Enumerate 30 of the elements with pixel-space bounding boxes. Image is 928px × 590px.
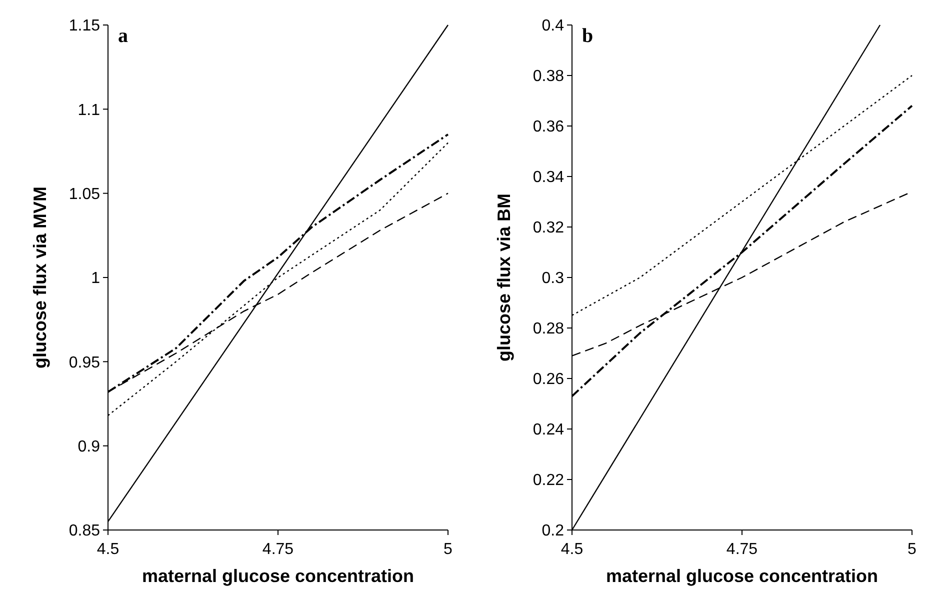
x-axis-title: maternal glucose concentration <box>142 566 414 586</box>
y-tick-label: 0.3 <box>542 270 564 288</box>
x-tick-label: 4.5 <box>96 541 120 558</box>
y-tick-label: 0.85 <box>68 522 100 540</box>
y-tick-label: 1 <box>91 270 100 288</box>
chart-title: b <box>582 25 594 47</box>
y-tick-label: 0.26 <box>532 371 564 388</box>
x-tick-label: 5 <box>444 541 453 558</box>
x-tick-label: 4.5 <box>560 541 584 558</box>
x-tick-label: 5 <box>908 541 917 558</box>
y-axis-title: glucose flux via BM <box>494 193 514 362</box>
y-tick-label: 0.24 <box>532 422 564 439</box>
chart-title: a <box>118 25 128 47</box>
y-tick-label: 0.34 <box>532 169 564 186</box>
y-tick-label: 0.28 <box>532 320 564 338</box>
y-tick-label: 0.9 <box>78 438 100 456</box>
x-tick-label: 4.75 <box>262 541 294 558</box>
y-tick-label: 1.05 <box>68 186 100 203</box>
y-tick-label: 0.22 <box>532 472 564 490</box>
y-tick-label: 1.1 <box>78 102 100 119</box>
y-tick-label: 0.95 <box>68 354 100 372</box>
y-tick-label: 0.4 <box>542 18 564 35</box>
y-axis-title: glucose flux via MVM <box>30 186 50 369</box>
y-tick-label: 0.32 <box>532 220 564 237</box>
y-tick-label: 0.2 <box>542 522 564 540</box>
y-tick-label: 1.15 <box>68 18 100 35</box>
x-tick-label: 4.75 <box>726 541 758 558</box>
y-tick-label: 0.38 <box>532 68 564 86</box>
x-axis-title: maternal glucose concentration <box>606 566 878 586</box>
y-tick-label: 0.36 <box>532 118 564 136</box>
